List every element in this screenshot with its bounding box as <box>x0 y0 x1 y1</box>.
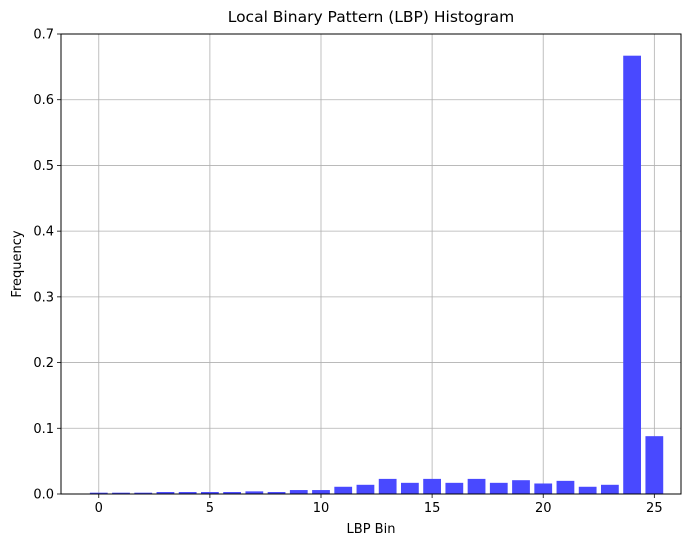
bar-15 <box>423 478 441 494</box>
chart-title: Local Binary Pattern (LBP) Histogram <box>228 8 515 26</box>
bar-6 <box>223 492 241 494</box>
y-tick-label: 0.4 <box>33 225 54 240</box>
bar-9 <box>289 490 308 494</box>
bar-4 <box>178 492 197 494</box>
bar-25 <box>645 436 664 494</box>
bar-22 <box>578 486 597 494</box>
bar-7 <box>245 491 264 494</box>
bar-21 <box>556 480 575 494</box>
plot-frame <box>60 33 682 495</box>
x-tick-label: 15 <box>424 501 441 516</box>
x-axis-ticks: 0 5 10 15 20 25 <box>95 494 663 516</box>
y-axis-label: Frequency <box>10 230 25 297</box>
bar-2 <box>134 492 153 494</box>
x-axis-label: LBP Bin <box>347 522 396 537</box>
x-tick-label: 5 <box>206 501 214 516</box>
bar-1 <box>112 492 130 494</box>
x-tick-label: 0 <box>95 501 103 516</box>
grid <box>61 33 681 495</box>
y-tick-label: 0.1 <box>33 422 54 437</box>
bar-16 <box>445 482 464 494</box>
y-tick-label: 0.6 <box>33 93 54 108</box>
y-tick-label: 0.0 <box>33 488 54 503</box>
bar-24 <box>623 55 641 494</box>
x-tick-label: 25 <box>646 501 663 516</box>
bars <box>89 55 664 494</box>
bar-12 <box>356 484 375 494</box>
bar-13 <box>378 478 397 494</box>
bar-0 <box>89 492 108 494</box>
bar-19 <box>512 480 530 494</box>
bar-14 <box>401 482 419 494</box>
y-tick-label: 0.5 <box>33 159 54 174</box>
x-tick-label: 10 <box>313 501 330 516</box>
y-tick-label: 0.7 <box>33 28 54 43</box>
bar-3 <box>156 492 175 494</box>
bar-11 <box>334 486 353 494</box>
bar-8 <box>267 492 286 494</box>
bar-23 <box>601 484 619 494</box>
x-tick-label: 20 <box>535 501 552 516</box>
bar-20 <box>534 483 553 494</box>
y-tick-label: 0.3 <box>33 290 54 305</box>
bar-10 <box>312 490 330 494</box>
bar-5 <box>201 492 219 494</box>
y-axis-ticks: 0.0 0.1 0.2 0.3 0.4 0.5 0.6 0.7 <box>33 28 61 503</box>
bar-17 <box>467 478 486 494</box>
y-tick-label: 0.2 <box>33 356 54 371</box>
bar-18 <box>489 482 508 494</box>
